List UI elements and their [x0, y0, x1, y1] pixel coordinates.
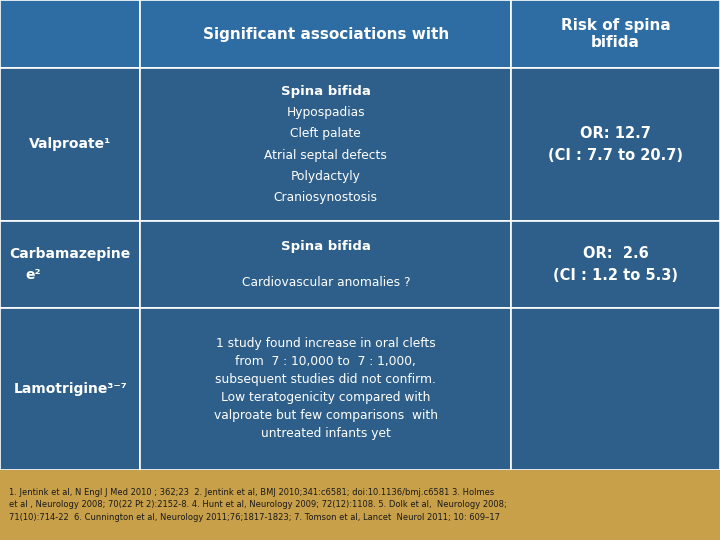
Text: Atrial septal defects: Atrial septal defects [264, 148, 387, 161]
Text: Significant associations with: Significant associations with [202, 26, 449, 42]
Text: Carbamazepine: Carbamazepine [9, 247, 131, 261]
Text: 1 study found increase in oral clefts
from  7 : 10,000 to  7 : 1,000,
subsequent: 1 study found increase in oral clefts fr… [214, 338, 438, 440]
Bar [0, 308, 140, 470]
Bar [0, 68, 140, 221]
Bar [140, 308, 511, 470]
Text: Lamotrigine³⁻⁷: Lamotrigine³⁻⁷ [13, 382, 127, 396]
Bar [0, 221, 140, 308]
Text: Valproate¹: Valproate¹ [29, 138, 112, 151]
Bar [0, 0, 140, 68]
Bar [511, 308, 720, 470]
Text: 1. Jentink et al, N Engl J Med 2010 ; 362;23  2. Jentink et al, BMJ 2010;341:c65: 1. Jentink et al, N Engl J Med 2010 ; 36… [9, 488, 506, 522]
Bar [511, 221, 720, 308]
Text: Polydactyly: Polydactyly [291, 170, 361, 183]
Bar [511, 0, 720, 68]
Bar [140, 68, 511, 221]
Text: Cleft palate: Cleft palate [290, 127, 361, 140]
Bar [140, 221, 511, 308]
Text: OR:  2.6
(CI : 1.2 to 5.3): OR: 2.6 (CI : 1.2 to 5.3) [553, 246, 678, 283]
Text: Cardiovascular anomalies ?: Cardiovascular anomalies ? [241, 276, 410, 289]
Text: e²: e² [25, 268, 41, 282]
Bar [0, 470, 720, 540]
Bar [511, 68, 720, 221]
Bar [140, 0, 511, 68]
Text: OR: 12.7
(CI : 7.7 to 20.7): OR: 12.7 (CI : 7.7 to 20.7) [548, 126, 683, 163]
Text: Craniosynostosis: Craniosynostosis [274, 191, 378, 205]
Text: Spina bifida: Spina bifida [281, 85, 371, 98]
Text: Risk of spina
bifida: Risk of spina bifida [561, 18, 670, 50]
Text: Spina bifida: Spina bifida [281, 240, 371, 253]
Text: Hypospadias: Hypospadias [287, 106, 365, 119]
